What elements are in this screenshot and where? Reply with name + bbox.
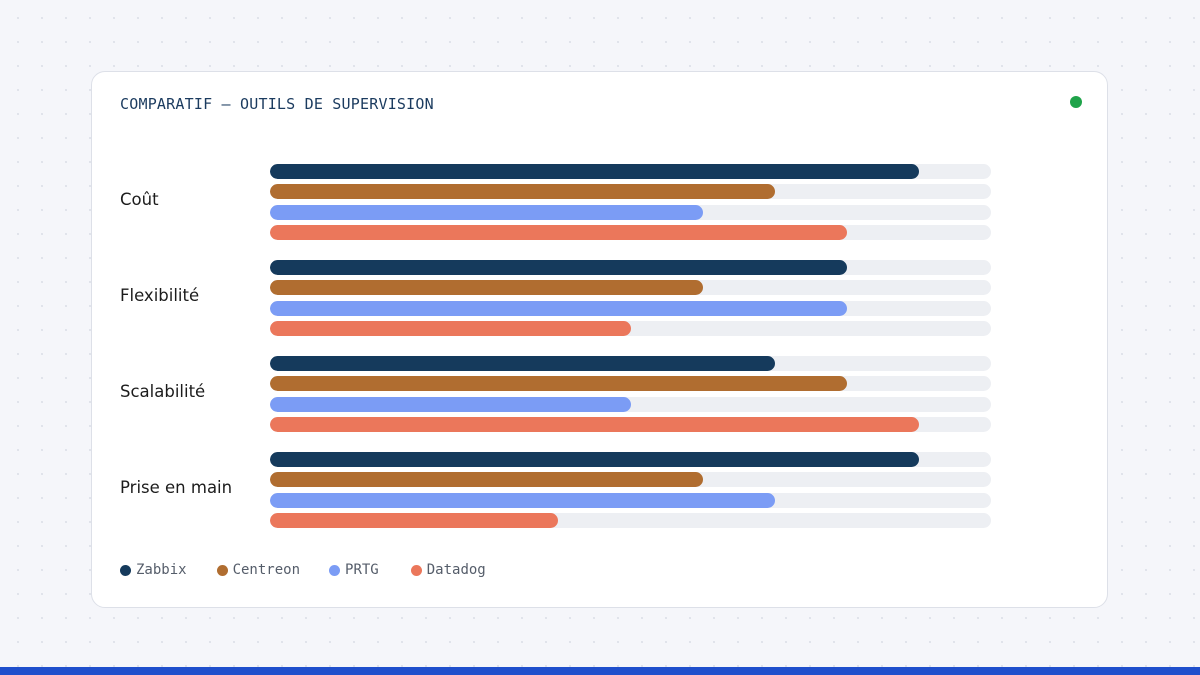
legend-label-zabbix: Zabbix xyxy=(136,562,187,578)
bar-track-prise-en-main-zabbix xyxy=(270,452,991,467)
bar-track-flexibilite-zabbix xyxy=(270,260,991,275)
bar-flexibilite-centreon xyxy=(270,280,703,296)
bottom-accent-strip xyxy=(0,667,1200,675)
legend-swatch-datadog xyxy=(410,564,422,576)
bar-cout-prtg xyxy=(270,204,703,220)
bar-cout-zabbix xyxy=(270,164,919,179)
status-indicator-dot xyxy=(1070,96,1082,108)
bar-track-prise-en-main-datadog xyxy=(270,512,991,528)
bar-flexibilite-zabbix xyxy=(270,260,847,275)
chart-title: COMPARATIF — OUTILS DE SUPERVISION xyxy=(120,95,434,113)
chart-card: COMPARATIF — OUTILS DE SUPERVISION Zabbi… xyxy=(91,71,1108,608)
bar-flexibilite-prtg xyxy=(270,300,847,316)
bar-track-flexibilite-prtg xyxy=(270,300,991,316)
bar-flexibilite-datadog xyxy=(270,320,631,336)
bar-prise-en-main-prtg xyxy=(270,492,775,508)
category-label-prise-en-main: Prise en main xyxy=(120,477,233,497)
bar-prise-en-main-datadog xyxy=(270,512,559,528)
bar-track-scalabilite-prtg xyxy=(270,396,991,412)
bar-track-cout-centreon xyxy=(270,184,991,200)
bar-track-cout-zabbix xyxy=(270,164,991,179)
bar-scalabilite-zabbix xyxy=(270,356,775,371)
category-label-scalabilite: Scalabilité xyxy=(120,381,206,401)
bar-cout-centreon xyxy=(270,184,775,200)
legend-swatch-centreon xyxy=(216,564,228,576)
bar-track-cout-datadog xyxy=(270,224,991,240)
bar-track-prise-en-main-prtg xyxy=(270,492,991,508)
bar-prise-en-main-zabbix xyxy=(270,452,919,467)
legend-swatch-prtg xyxy=(329,564,341,576)
bar-track-flexibilite-centreon xyxy=(270,280,991,296)
bar-track-flexibilite-datadog xyxy=(270,320,991,336)
legend-label-prtg: PRTG xyxy=(345,562,379,578)
bar-track-prise-en-main-centreon xyxy=(270,472,991,488)
bar-scalabilite-prtg xyxy=(270,396,631,412)
legend-label-centreon: Centreon xyxy=(232,562,301,578)
legend-swatch-zabbix xyxy=(120,564,131,576)
legend-label-datadog: Datadog xyxy=(426,562,486,578)
legend-item-centreon: Centreon xyxy=(216,562,301,578)
bar-track-scalabilite-datadog xyxy=(270,416,991,432)
bar-prise-en-main-centreon xyxy=(270,472,703,488)
bar-track-scalabilite-zabbix xyxy=(270,356,991,371)
bar-scalabilite-centreon xyxy=(270,376,847,392)
legend-item-prtg: PRTG xyxy=(329,562,379,578)
legend-item-zabbix: Zabbix xyxy=(120,562,187,578)
bar-track-scalabilite-centreon xyxy=(270,376,991,392)
chart-legend: Zabbix Centreon PRTG Datadog xyxy=(120,562,486,578)
bar-cout-datadog xyxy=(270,224,847,240)
legend-item-datadog: Datadog xyxy=(410,562,486,578)
category-label-flexibilite: Flexibilité xyxy=(120,285,200,305)
bar-scalabilite-datadog xyxy=(270,416,919,432)
category-label-cout: Coût xyxy=(120,189,159,209)
bar-track-cout-prtg xyxy=(270,204,991,220)
